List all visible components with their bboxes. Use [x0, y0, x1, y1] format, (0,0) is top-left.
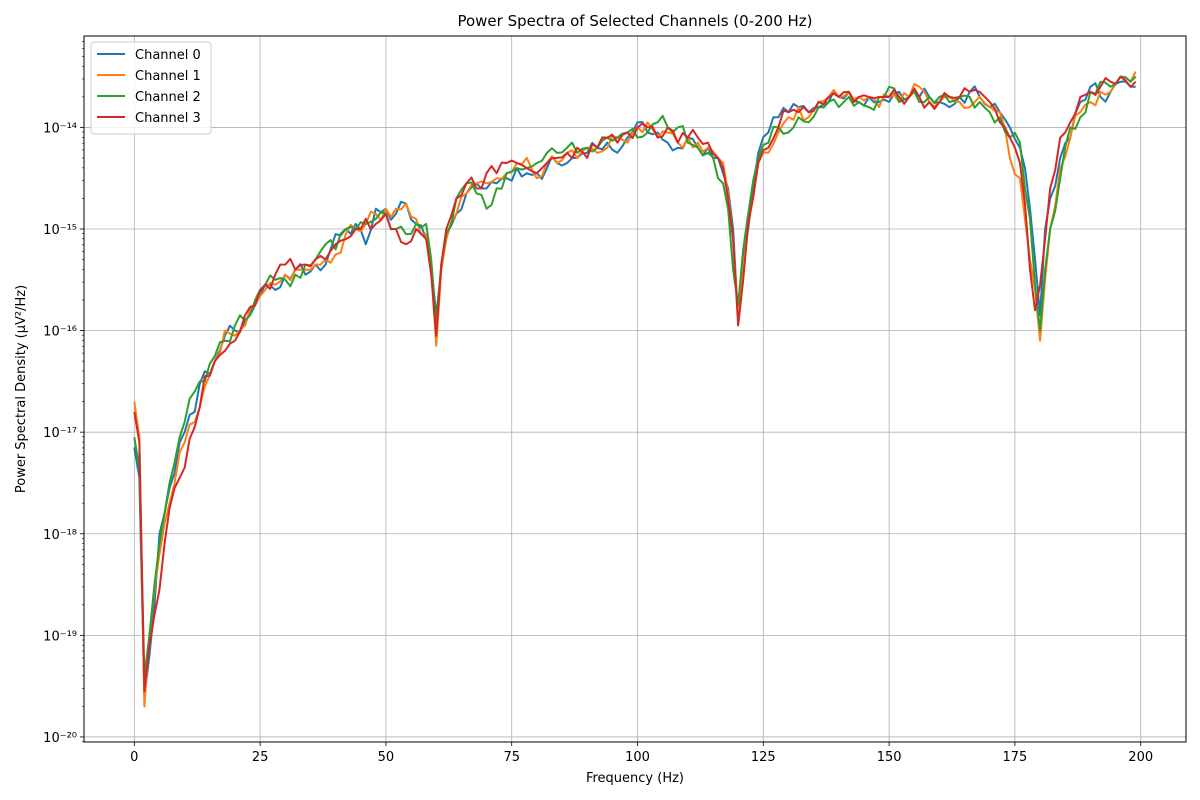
legend: Channel 0 Channel 1 Channel 2 Channel 3: [90, 41, 212, 135]
series-line-channel-1: [133, 71, 1137, 708]
chart-title: Power Spectra of Selected Channels (0-20…: [457, 12, 812, 30]
legend-label: Channel 3: [135, 111, 201, 126]
x-tick-label: 200: [1128, 750, 1153, 765]
y-tick-label: 10⁻¹⁴: [43, 121, 77, 136]
x-tick-label: 25: [252, 750, 269, 765]
x-axis-label: Frequency (Hz): [586, 771, 684, 786]
x-tick-label: 150: [877, 750, 902, 765]
series-line-channel-3: [133, 75, 1137, 693]
legend-label: Channel 2: [135, 90, 201, 105]
legend-label: Channel 0: [135, 48, 201, 63]
x-tick-label: 50: [378, 750, 395, 765]
y-tick-label: 10⁻¹⁵: [43, 223, 77, 238]
grid: [84, 36, 1186, 742]
y-tick-label: 10⁻²⁰: [43, 731, 77, 746]
x-tick-label: 0: [130, 750, 138, 765]
y-tick-label: 10⁻¹⁷: [43, 426, 77, 441]
y-tick-label: 10⁻¹⁶: [43, 325, 77, 340]
y-axis: 10⁻²⁰ 10⁻¹⁹ 10⁻¹⁸ 10⁻¹⁷ 10⁻¹⁶ 10⁻¹⁵ 10⁻¹⁴: [43, 41, 84, 746]
x-tick-label: 125: [751, 750, 776, 765]
x-tick-label: 75: [503, 750, 520, 765]
y-tick-label: 10⁻¹⁹: [43, 629, 77, 644]
plot-frame: [83, 35, 1187, 743]
x-tick-label: 175: [1002, 750, 1027, 765]
y-tick-label: 10⁻¹⁸: [43, 528, 77, 543]
x-tick-label: 100: [625, 750, 650, 765]
series-layer: [133, 71, 1137, 708]
legend-label: Channel 1: [135, 69, 201, 84]
legend-box: [90, 41, 212, 135]
y-axis-label: Power Spectral Density (µV²/Hz): [14, 285, 29, 493]
x-axis: 0 25 50 75 100 125 150 175 200: [130, 742, 1153, 765]
